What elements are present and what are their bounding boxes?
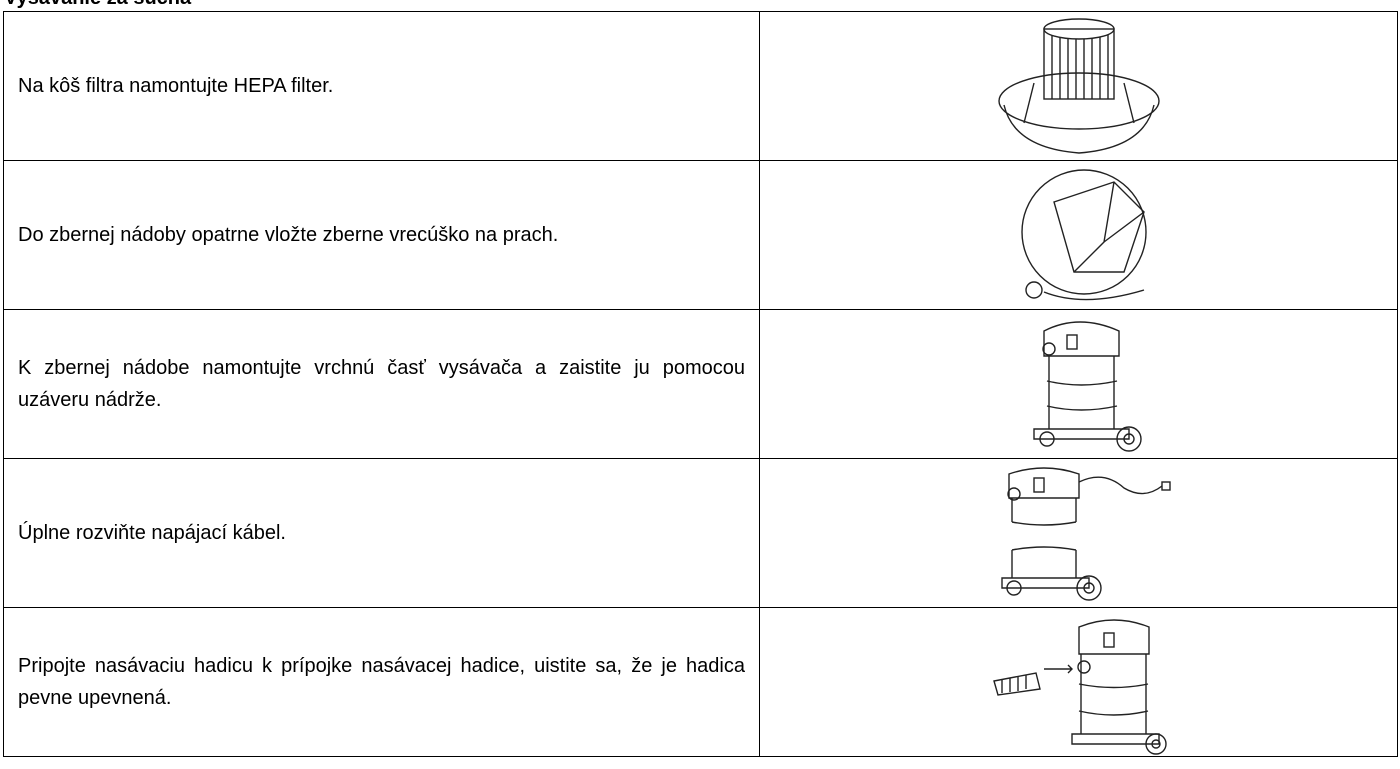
row: Pripojte nasávaciu hadicu k prípojke nas… [3,607,1398,757]
illustration-cell [759,607,1398,757]
step-text: K zbernej nádobe namontujte vrchnú časť … [3,309,760,459]
row: Na kôš filtra namontujte HEPA filter. [3,11,1398,161]
heading: Vysávanie za sucha [4,0,191,10]
row: K zbernej nádobe namontujte vrchnú časť … [3,309,1398,459]
illustration-cell [759,11,1398,161]
illustration-cell [759,458,1398,608]
instruction-table: Na kôš filtra namontujte HEPA filter. Do… [3,11,1398,757]
vacuum-assembly-illustration [1032,321,1142,452]
power-cable-illustration [1000,467,1171,601]
hepa-filter-illustration [997,18,1160,154]
illustration-cell [759,309,1398,459]
dust-bag-illustration [1020,169,1147,301]
step-text: Na kôš filtra namontujte HEPA filter. [3,11,760,161]
row: Úplne rozviňte napájací kábel. [3,458,1398,608]
row: Do zbernej nádoby opatrne vložte zberne … [3,160,1398,310]
illustration-cell [759,160,1398,310]
step-text: Pripojte nasávaciu hadicu k prípojke nas… [3,607,760,757]
step-text: Do zbernej nádoby opatrne vložte zberne … [3,160,760,310]
step-text: Úplne rozviňte napájací kábel. [3,458,760,608]
suction-hose-illustration [992,619,1167,755]
